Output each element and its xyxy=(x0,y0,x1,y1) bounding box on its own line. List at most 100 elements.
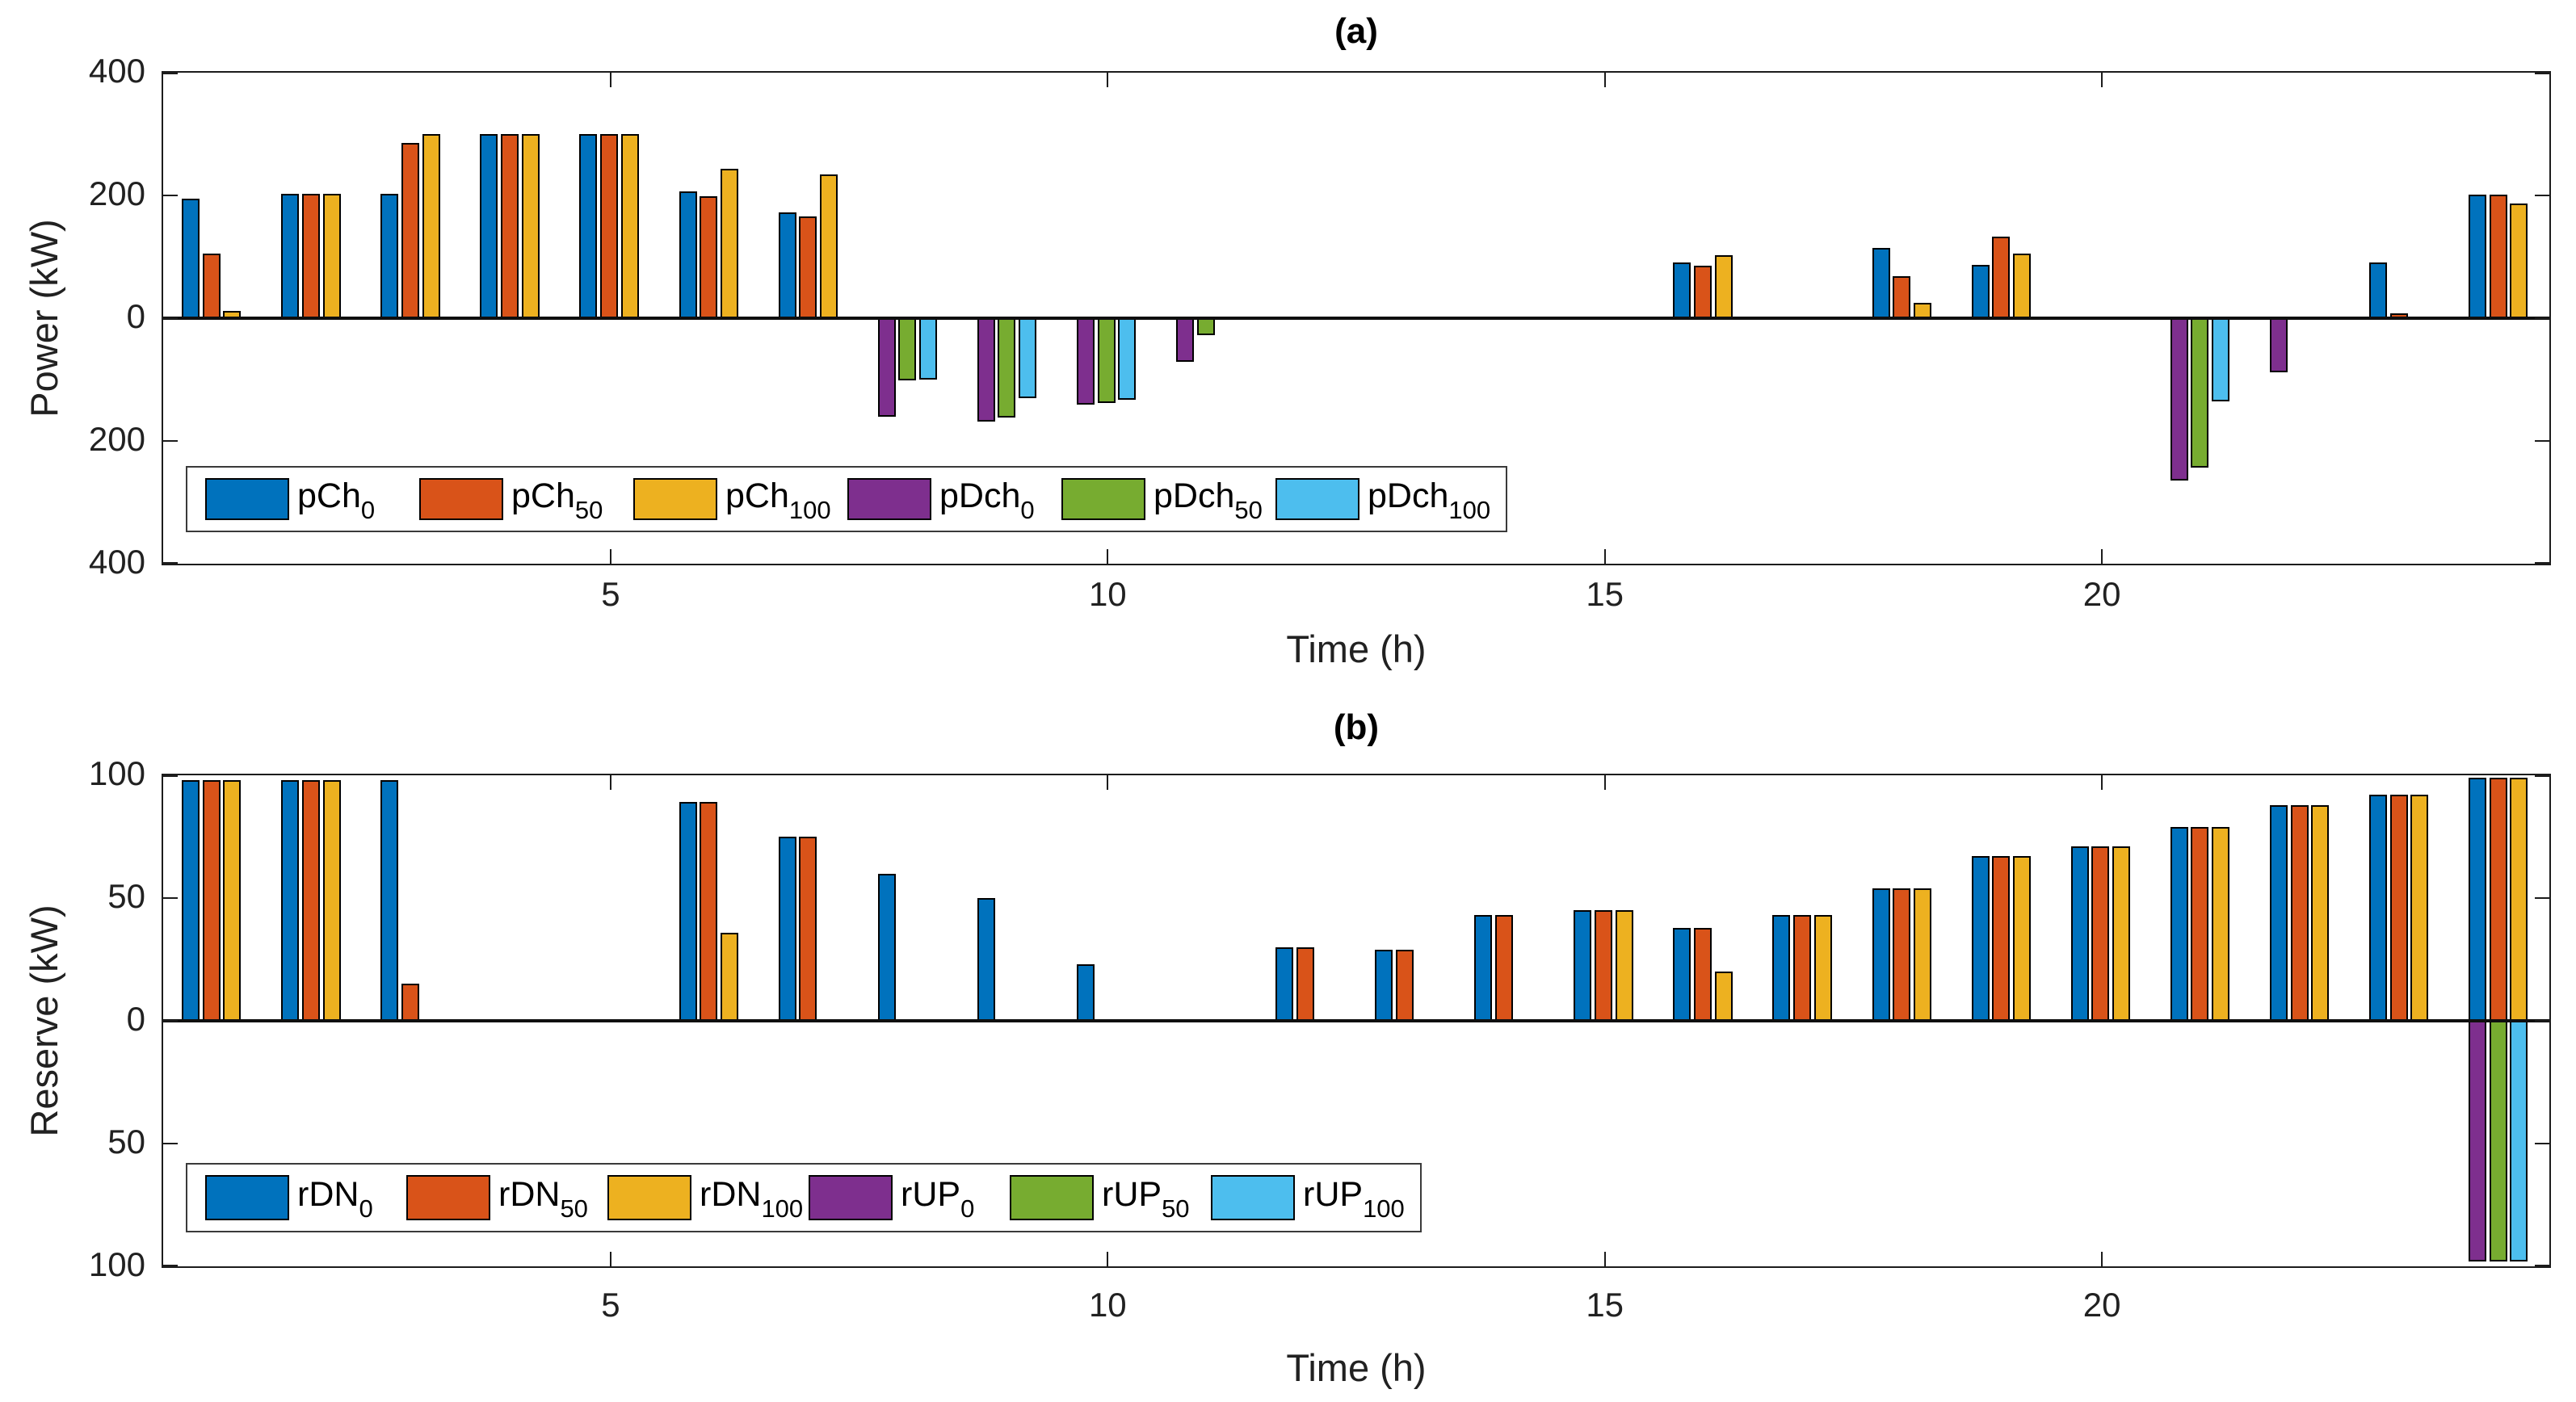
panel-b-x-axis-label: Time (h) xyxy=(1286,1346,1427,1389)
legend-swatch-rUP_0 xyxy=(809,1175,893,1220)
bar-pDch_50-h11 xyxy=(1196,318,1215,335)
bar-pDch_50-h9 xyxy=(998,318,1016,418)
bar-rDN_0-h17 xyxy=(1772,915,1791,1021)
bar-pCh_50-h1 xyxy=(202,254,221,318)
legend-swatch-rUP_100 xyxy=(1211,1175,1295,1220)
legend-label-pDch_100: pDch100 xyxy=(1368,476,1491,524)
bar-rDN_100-h6 xyxy=(720,932,738,1021)
bar-pCh_0-h5 xyxy=(579,134,598,318)
y-tick-label: 400 xyxy=(88,52,145,90)
bar-pCh_0-h24 xyxy=(2469,194,2486,318)
bar-rDN_100-h20 xyxy=(2112,846,2130,1021)
legend-swatch-pCh_50 xyxy=(419,478,503,520)
bar-rDN_100-h18 xyxy=(1913,888,1931,1021)
bar-rDN_0-h15 xyxy=(1574,910,1592,1021)
bar-rDN_0-h3 xyxy=(380,780,399,1021)
bar-pDch_0-h21 xyxy=(2170,318,2188,481)
x-tick-bottom xyxy=(1107,549,1109,564)
x-tick-top xyxy=(609,775,611,790)
bar-rDN_0-h1 xyxy=(182,780,200,1021)
legend-label-rUP_0: rUP0 xyxy=(901,1175,975,1223)
legend-swatch-pCh_100 xyxy=(633,478,717,520)
bar-rDN_0-h16 xyxy=(1673,927,1691,1021)
bar-rDN_0-h2 xyxy=(281,780,300,1021)
bar-rDN_100-h17 xyxy=(1813,915,1832,1021)
x-tick-top xyxy=(1107,73,1109,87)
legend-swatch-rDN_100 xyxy=(607,1175,691,1220)
bar-rDN_50-h13 xyxy=(1395,949,1414,1021)
bar-pDch_100-h8 xyxy=(919,318,937,380)
bar-rDN_100-h1 xyxy=(223,780,242,1021)
legend-label-pCh_100: pCh100 xyxy=(725,476,831,524)
bar-rDN_50-h19 xyxy=(1992,856,2011,1021)
x-tick-bottom xyxy=(1107,1252,1109,1266)
bar-rDN_50-h2 xyxy=(301,780,320,1021)
bar-rDN_0-h19 xyxy=(1971,856,1990,1021)
bar-pCh_50-h16 xyxy=(1694,265,1712,318)
y-tick-left xyxy=(163,897,178,899)
bar-rDN_0-h21 xyxy=(2170,826,2188,1021)
y-tick-right xyxy=(2535,897,2549,899)
bar-rDN_50-h23 xyxy=(2389,795,2408,1021)
zero-baseline xyxy=(163,1019,2549,1022)
bar-pCh_50-h24 xyxy=(2489,194,2507,318)
bar-pDch_0-h11 xyxy=(1175,318,1194,362)
bar-rDN_50-h16 xyxy=(1694,927,1712,1021)
y-tick-label: 0 xyxy=(126,297,145,335)
legend-swatch-pDch_50 xyxy=(1061,478,1145,520)
legend-label-pCh_0: pCh0 xyxy=(297,476,376,524)
bar-pCh_100-h4 xyxy=(521,134,540,318)
bar-rDN_0-h24 xyxy=(2469,778,2486,1021)
legend: pCh0 pCh50 pCh100 pDch0 pDch50 pDch100 xyxy=(186,466,1507,532)
y-tick-left xyxy=(163,775,178,777)
x-tick-top xyxy=(609,73,611,87)
bar-pCh_100-h5 xyxy=(620,134,639,318)
bar-rDN_0-h14 xyxy=(1474,915,1493,1021)
bar-rUP_50-h24 xyxy=(2489,1021,2507,1261)
y-tick-left xyxy=(163,440,178,442)
bar-pCh_50-h6 xyxy=(700,195,718,318)
x-tick-bottom xyxy=(609,1252,611,1266)
x-tick-bottom xyxy=(609,549,611,564)
legend-swatch-rDN_50 xyxy=(406,1175,490,1220)
y-tick-label: 50 xyxy=(107,877,145,915)
bar-pCh_100-h6 xyxy=(720,168,738,318)
bar-pCh_50-h19 xyxy=(1992,236,2011,318)
bar-pDch_0-h9 xyxy=(977,318,995,422)
zero-baseline xyxy=(163,317,2549,320)
bar-rDN_50-h18 xyxy=(1893,888,1911,1021)
bar-rDN_100-h16 xyxy=(1714,972,1733,1021)
bar-pCh_100-h7 xyxy=(819,174,838,318)
x-tick-label: 5 xyxy=(601,575,620,613)
x-tick-label: 15 xyxy=(1586,1286,1624,1324)
bar-pDch_0-h8 xyxy=(877,318,896,418)
bar-rDN_0-h7 xyxy=(778,837,796,1021)
y-tick-left xyxy=(163,1265,178,1266)
bar-rDN_0-h22 xyxy=(2269,804,2288,1021)
bar-pCh_0-h2 xyxy=(281,193,300,318)
legend-label-pDch_0: pDch0 xyxy=(939,476,1035,524)
bar-pCh_0-h3 xyxy=(380,193,399,318)
bar-rDN_0-h9 xyxy=(977,898,995,1021)
legend-label-pDch_50: pDch50 xyxy=(1154,476,1263,524)
y-tick-right xyxy=(2535,195,2549,196)
bar-pDch_100-h21 xyxy=(2212,318,2230,402)
bar-pCh_50-h7 xyxy=(799,216,817,318)
x-tick-label: 5 xyxy=(601,1286,620,1324)
x-tick-bottom xyxy=(2101,549,2103,564)
bar-pCh_100-h2 xyxy=(322,193,341,318)
x-tick-top xyxy=(2101,775,2103,790)
bar-rDN_100-h15 xyxy=(1615,910,1633,1021)
bar-pCh_0-h7 xyxy=(778,212,796,318)
x-tick-top xyxy=(1603,775,1606,790)
bar-rDN_100-h19 xyxy=(2012,856,2031,1021)
bar-pCh_0-h1 xyxy=(182,198,200,318)
panel-b-title: (b) xyxy=(1333,707,1380,747)
y-tick-left xyxy=(163,1143,178,1144)
x-tick-top xyxy=(1107,775,1109,790)
y-tick-label: 50 xyxy=(107,1123,145,1161)
x-tick-label: 10 xyxy=(1088,1286,1127,1324)
y-tick-right xyxy=(2535,775,2549,777)
bar-rDN_50-h3 xyxy=(401,984,419,1021)
